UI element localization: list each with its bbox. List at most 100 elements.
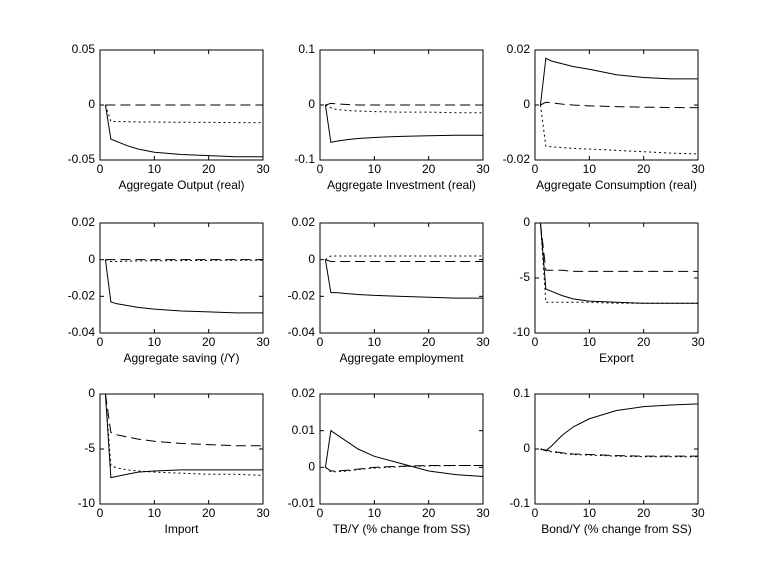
plot-area	[534, 222, 699, 334]
x-tick-label: 0	[317, 506, 324, 520]
x-tick-label: 30	[691, 335, 705, 349]
y-tick-label: 0.1	[513, 386, 530, 400]
x-axis-label: Aggregate Consumption (real)	[536, 178, 697, 192]
x-tick-label: 20	[637, 506, 651, 520]
line-series	[324, 259, 483, 299]
plot-area	[99, 393, 264, 505]
line-series	[104, 393, 263, 479]
x-tick-label: 20	[202, 162, 216, 176]
y-tick-label: 0.02	[292, 386, 316, 400]
line-series	[540, 448, 698, 458]
x-tick-label: 20	[422, 335, 436, 349]
line-series	[325, 259, 483, 262]
y-tick-label: 0.1	[298, 42, 315, 56]
plot-area	[319, 393, 484, 505]
x-tick-label: 0	[97, 506, 104, 520]
x-tick-label: 30	[476, 162, 490, 176]
x-tick-label: 10	[368, 335, 382, 349]
x-axis-label: Aggregate Output (real)	[118, 178, 244, 192]
x-axis-label: Aggregate saving (/Y)	[123, 351, 239, 365]
y-tick-label: 0.05	[72, 42, 96, 56]
x-tick-label: 10	[583, 162, 597, 176]
x-tick-label: 10	[583, 335, 597, 349]
x-tick-label: 20	[422, 506, 436, 520]
x-axis-label: Import	[164, 522, 199, 536]
y-tick-label: -5	[84, 441, 95, 455]
y-tick-label: -0.05	[68, 152, 96, 166]
y-tick-label: -0.02	[68, 289, 96, 303]
line-series	[325, 255, 483, 261]
plot-area	[99, 222, 264, 334]
x-axis-label: Export	[599, 351, 634, 365]
line-series	[105, 259, 263, 262]
y-tick-label: 0	[88, 386, 95, 400]
x-tick-label: 20	[202, 335, 216, 349]
line-series	[539, 57, 698, 106]
x-tick-label: 10	[148, 162, 162, 176]
x-axis-label: Aggregate Investment (real)	[327, 178, 476, 192]
y-tick-label: 0	[88, 97, 95, 111]
line-series	[540, 448, 698, 457]
x-tick-label: 10	[368, 162, 382, 176]
x-tick-label: 0	[532, 162, 539, 176]
x-tick-label: 0	[317, 162, 324, 176]
x-tick-label: 30	[691, 506, 705, 520]
x-tick-label: 30	[256, 506, 270, 520]
line-series	[540, 403, 699, 452]
x-tick-label: 10	[583, 506, 597, 520]
x-axis-label: TB/Y (% change from SS)	[333, 522, 471, 536]
y-tick-label: 0	[308, 252, 315, 266]
x-tick-label: 0	[97, 335, 104, 349]
y-tick-label: 0	[88, 252, 95, 266]
x-tick-label: 10	[148, 506, 162, 520]
x-tick-label: 10	[148, 335, 162, 349]
x-tick-label: 20	[637, 162, 651, 176]
y-tick-label: -0.1	[294, 152, 315, 166]
y-tick-label: 0.02	[292, 215, 316, 229]
y-tick-label: -0.04	[68, 325, 96, 339]
x-tick-label: 30	[256, 162, 270, 176]
x-tick-label: 0	[532, 506, 539, 520]
x-axis-label: Bond/Y (% change from SS)	[541, 522, 692, 536]
y-tick-label: -10	[78, 496, 96, 510]
line-series	[104, 104, 263, 124]
y-tick-label: 0.02	[72, 215, 96, 229]
y-tick-label: -0.04	[288, 325, 316, 339]
line-series	[325, 104, 483, 114]
x-axis-label: Aggregate employment	[339, 351, 464, 365]
y-tick-label: -0.02	[503, 152, 531, 166]
y-tick-label: 0.02	[507, 42, 531, 56]
x-tick-label: 0	[532, 335, 539, 349]
line-series	[325, 102, 483, 106]
y-tick-label: -10	[513, 325, 531, 339]
y-tick-label: 0	[523, 97, 530, 111]
line-series	[324, 104, 483, 143]
line-series	[324, 429, 484, 477]
x-tick-label: 30	[476, 506, 490, 520]
x-tick-label: 20	[202, 506, 216, 520]
x-tick-label: 0	[317, 335, 324, 349]
x-tick-label: 20	[637, 335, 651, 349]
y-tick-label: -5	[519, 270, 530, 284]
y-tick-label: -0.01	[288, 496, 316, 510]
line-series	[104, 259, 263, 314]
y-tick-label: -0.1	[509, 496, 530, 510]
line-series	[325, 465, 483, 472]
y-tick-label: -0.02	[288, 289, 316, 303]
x-tick-label: 0	[97, 162, 104, 176]
line-series	[539, 222, 698, 304]
y-tick-label: 0	[308, 97, 315, 111]
plot-area	[534, 49, 699, 161]
y-tick-label: 0	[523, 215, 530, 229]
y-tick-label: 0.01	[292, 423, 316, 437]
line-series	[539, 222, 698, 272]
line-series	[104, 393, 263, 447]
plot-area	[319, 222, 484, 334]
x-tick-label: 30	[691, 162, 705, 176]
x-tick-label: 10	[368, 506, 382, 520]
x-tick-label: 20	[422, 162, 436, 176]
line-series	[540, 101, 699, 109]
x-tick-label: 30	[256, 335, 270, 349]
y-tick-label: 0	[523, 441, 530, 455]
